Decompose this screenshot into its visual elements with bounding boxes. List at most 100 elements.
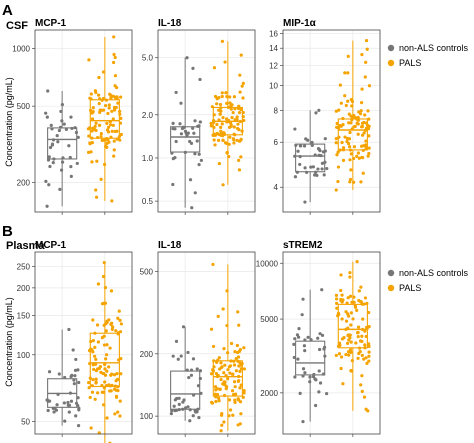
data-point bbox=[359, 101, 364, 105]
data-point bbox=[63, 419, 67, 423]
data-point bbox=[116, 101, 120, 105]
data-point bbox=[57, 372, 61, 376]
data-point bbox=[94, 377, 98, 381]
data-point bbox=[113, 55, 117, 60]
data-point bbox=[301, 367, 306, 371]
data-point bbox=[51, 161, 55, 165]
box bbox=[295, 143, 326, 173]
data-point bbox=[353, 124, 357, 128]
plot-frame bbox=[34, 29, 133, 213]
data-point bbox=[66, 403, 70, 407]
y-tick-label: 10000 bbox=[256, 259, 279, 268]
data-point bbox=[239, 412, 243, 416]
data-point bbox=[322, 345, 327, 349]
data-point bbox=[196, 407, 200, 411]
data-point bbox=[76, 424, 81, 428]
data-point bbox=[177, 396, 181, 400]
data-point bbox=[213, 385, 218, 389]
data-point bbox=[233, 107, 237, 111]
data-point bbox=[356, 115, 360, 120]
chart-4: IL-18 100 200 500 bbox=[140, 240, 256, 437]
chart-title: sTREM2 bbox=[283, 240, 323, 251]
data-point bbox=[352, 145, 357, 149]
data-point bbox=[47, 399, 52, 403]
data-point bbox=[318, 347, 322, 352]
data-point bbox=[102, 371, 106, 376]
data-point bbox=[225, 120, 229, 124]
data-point bbox=[350, 300, 354, 304]
data-point bbox=[103, 301, 108, 305]
data-point bbox=[356, 151, 360, 155]
data-point bbox=[236, 122, 240, 126]
data-point bbox=[107, 383, 111, 387]
data-point bbox=[355, 154, 359, 158]
data-point bbox=[181, 400, 185, 404]
data-point bbox=[173, 156, 177, 160]
data-point bbox=[117, 309, 121, 313]
data-point bbox=[363, 346, 367, 350]
data-point bbox=[335, 153, 339, 157]
data-point bbox=[198, 376, 202, 381]
data-point bbox=[233, 385, 237, 389]
data-point bbox=[185, 56, 189, 60]
data-point bbox=[214, 393, 218, 397]
data-point bbox=[93, 345, 97, 350]
data-point bbox=[118, 112, 122, 116]
data-point bbox=[367, 359, 371, 363]
data-point bbox=[359, 180, 363, 184]
data-point bbox=[99, 134, 103, 139]
data-point bbox=[216, 138, 221, 142]
data-point bbox=[103, 367, 107, 371]
data-point bbox=[94, 121, 98, 125]
data-point bbox=[360, 133, 365, 137]
data-point bbox=[92, 367, 96, 372]
data-point bbox=[360, 374, 364, 378]
data-point bbox=[310, 143, 314, 148]
data-point bbox=[88, 96, 92, 100]
data-point bbox=[298, 391, 302, 395]
data-point bbox=[117, 134, 121, 139]
data-point bbox=[364, 121, 368, 125]
data-point bbox=[225, 323, 229, 328]
data-point bbox=[87, 380, 91, 385]
data-point bbox=[177, 402, 181, 406]
data-point bbox=[94, 195, 99, 199]
data-point bbox=[73, 368, 78, 372]
chart-1: IL-18 0.5 1.0 2.0 5.0 bbox=[142, 18, 256, 215]
data-point bbox=[325, 392, 329, 396]
data-point bbox=[217, 108, 221, 112]
data-point bbox=[292, 355, 296, 360]
y-tick-label: 1.0 bbox=[142, 154, 154, 163]
data-point bbox=[341, 123, 345, 127]
data-point bbox=[104, 329, 108, 333]
data-point bbox=[212, 359, 216, 363]
data-point bbox=[215, 122, 219, 127]
data-point bbox=[219, 129, 223, 133]
data-point bbox=[227, 142, 231, 146]
data-point bbox=[209, 124, 213, 128]
data-point bbox=[184, 131, 188, 135]
data-point bbox=[44, 111, 48, 115]
data-point bbox=[114, 105, 118, 110]
data-point bbox=[298, 162, 302, 167]
data-point bbox=[344, 327, 348, 331]
data-point bbox=[338, 83, 342, 87]
data-point bbox=[363, 113, 367, 117]
data-point bbox=[339, 366, 343, 371]
data-point bbox=[238, 369, 242, 373]
data-point bbox=[313, 153, 317, 157]
data-point bbox=[232, 95, 237, 99]
data-point bbox=[49, 123, 53, 127]
y-tick-label: 500 bbox=[17, 102, 31, 111]
data-point bbox=[110, 383, 114, 388]
data-point bbox=[52, 157, 56, 161]
data-point bbox=[170, 409, 174, 413]
data-point bbox=[241, 81, 245, 86]
data-point bbox=[365, 47, 369, 51]
data-point bbox=[367, 84, 372, 88]
data-point bbox=[346, 71, 350, 75]
data-point bbox=[349, 340, 353, 344]
data-point bbox=[228, 135, 232, 139]
chart-2: MIP-1α 4 6 8 10 12 14 16 bbox=[269, 18, 381, 215]
data-point bbox=[350, 99, 355, 104]
